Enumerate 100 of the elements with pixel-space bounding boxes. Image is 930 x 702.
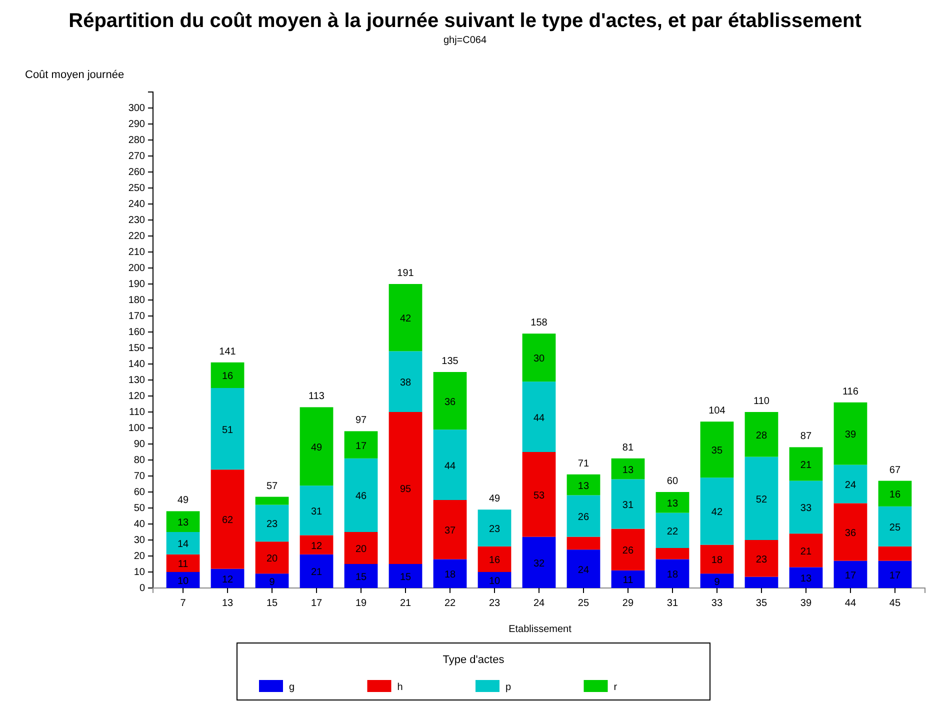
data-label: 28	[756, 430, 768, 442]
bar	[388, 351, 422, 412]
bar	[344, 532, 378, 564]
bar	[210, 470, 244, 569]
bar	[656, 492, 690, 513]
y-tick-label: 280	[128, 135, 146, 146]
bar	[834, 560, 868, 588]
bar	[433, 430, 467, 500]
bar	[255, 574, 289, 588]
total-label: 141	[219, 346, 236, 358]
data-label: 21	[800, 546, 812, 558]
data-label: 23	[756, 554, 768, 566]
bar	[522, 536, 556, 588]
legend-label: p	[506, 682, 512, 693]
y-tick-label: 260	[128, 167, 146, 178]
total-label: 81	[622, 442, 634, 454]
data-label: 44	[444, 460, 456, 472]
data-label: 31	[310, 506, 323, 518]
bar	[300, 407, 334, 486]
y-tick-label: 110	[129, 407, 146, 418]
data-label: 23	[266, 519, 278, 530]
y-tick-label: 100	[128, 423, 146, 434]
data-label: 26	[578, 512, 590, 523]
x-tick-label: 7	[180, 598, 186, 609]
total-label: 116	[842, 386, 859, 398]
y-tick-label: 40	[134, 519, 146, 530]
total-label: 104	[708, 406, 726, 417]
bar	[255, 496, 289, 505]
data-label: 46	[355, 491, 368, 502]
bar	[522, 334, 556, 382]
bar	[878, 546, 912, 561]
x-tick-label: 39	[800, 598, 812, 609]
data-label: 14	[177, 539, 190, 550]
bar	[300, 554, 334, 588]
bar	[700, 478, 734, 545]
data-label: 52	[756, 494, 768, 506]
bar	[700, 544, 734, 574]
bar	[789, 567, 823, 588]
y-tick-label: 130	[128, 375, 146, 386]
bar	[522, 452, 556, 537]
data-label: 38	[400, 378, 412, 389]
y-tick-label: 220	[128, 231, 146, 242]
y-tick-label: 290	[128, 119, 146, 130]
total-label: 67	[889, 464, 901, 476]
bar	[878, 506, 912, 546]
bar	[433, 500, 467, 560]
y-tick-label: 250	[128, 183, 146, 194]
bar	[478, 572, 512, 588]
bar	[789, 534, 823, 568]
bar	[210, 388, 244, 470]
bar	[522, 382, 556, 452]
data-label: 13	[177, 518, 190, 529]
bar	[656, 512, 690, 548]
bar	[700, 422, 734, 478]
data-label: 17	[355, 440, 368, 452]
y-tick-label: 210	[128, 247, 146, 258]
bar	[700, 574, 734, 588]
bar	[611, 458, 645, 480]
y-tick-label: 300	[128, 103, 146, 114]
bar	[566, 495, 600, 537]
y-tick-label: 270	[128, 151, 146, 162]
data-label: 49	[310, 442, 323, 454]
data-label: 32	[533, 558, 545, 570]
total-label: 60	[666, 476, 678, 487]
chart-subtitle: ghj=C064	[443, 35, 487, 46]
data-label: 31	[622, 500, 634, 511]
y-tick-label: 60	[134, 487, 146, 498]
bar	[789, 480, 823, 534]
bar	[344, 458, 378, 532]
legend-label: h	[397, 682, 403, 693]
data-label: 10	[177, 576, 190, 587]
y-tick-label: 200	[128, 263, 146, 274]
x-tick-label: 23	[488, 598, 501, 609]
y-tick-label: 240	[128, 199, 146, 210]
y-tick-label: 90	[134, 439, 146, 450]
x-tick-label: 44	[844, 598, 856, 609]
data-label: 18	[444, 570, 456, 581]
data-label: 17	[889, 570, 901, 582]
total-label: 113	[308, 391, 325, 402]
data-label: 13	[578, 480, 590, 492]
data-label: 25	[889, 522, 901, 534]
bar	[255, 542, 289, 574]
bar	[166, 572, 200, 588]
data-label: 21	[310, 567, 323, 578]
bar	[388, 564, 422, 588]
data-label: 13	[622, 464, 634, 476]
total-label: 97	[355, 415, 368, 426]
data-label: 26	[622, 546, 634, 557]
bar	[566, 474, 600, 496]
x-tick-label: 45	[889, 598, 901, 609]
x-tick-label: 31	[666, 598, 678, 609]
data-label: 44	[533, 412, 545, 424]
y-tick-label: 140	[128, 359, 146, 370]
data-label: 95	[400, 484, 412, 495]
bar	[210, 568, 244, 588]
bar	[300, 535, 334, 554]
data-label: 17	[844, 570, 856, 582]
x-tick-label: 25	[578, 598, 590, 609]
y-tick-label: 50	[134, 503, 146, 514]
data-label: 20	[355, 544, 368, 555]
